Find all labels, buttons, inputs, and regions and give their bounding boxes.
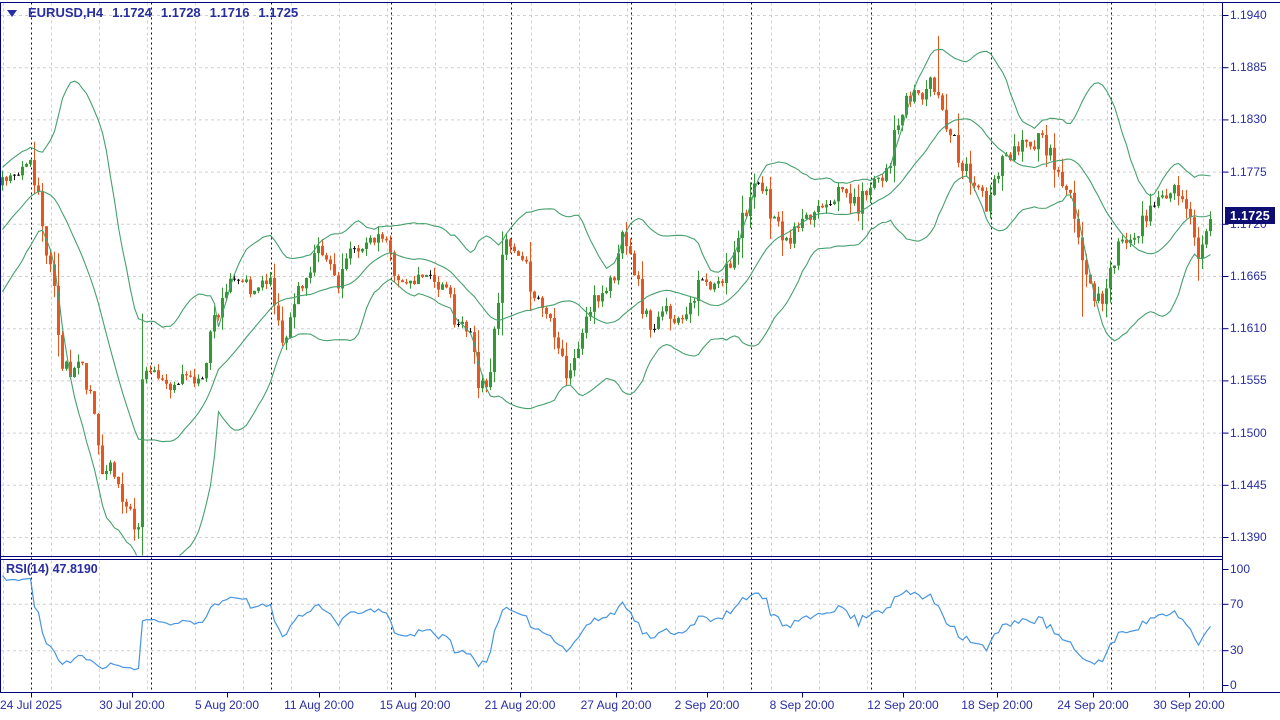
price-tick-label: 1.1885 (1230, 60, 1267, 75)
quote-header: EURUSD,H4 1.1724 1.1728 1.1716 1.1725 (7, 5, 298, 20)
price-tick-label: 1.1940 (1230, 8, 1267, 22)
indicator-label: RSI(14) 47.8190 (6, 562, 98, 576)
price-tick-label: 1.1830 (1230, 112, 1267, 127)
time-tick-label: 30 Sep 20:00 (1153, 698, 1225, 712)
time-tick-label: 18 Sep 20:00 (961, 698, 1033, 712)
time-tick-label: 8 Sep 20:00 (769, 698, 835, 712)
price-tick-label: 1.1610 (1230, 321, 1267, 336)
time-tick-label: 24 Sep 20:00 (1057, 698, 1129, 712)
rsi-tick-label: 0 (1230, 678, 1237, 692)
time-tick-label: 5 Aug 20:00 (194, 698, 260, 712)
time-tick-label: 27 Aug 20:00 (580, 698, 652, 712)
price-tick-label: 1.1390 (1230, 529, 1267, 544)
time-tick-label: 12 Sep 20:00 (867, 698, 939, 712)
quote-low: 1.1716 (209, 5, 250, 20)
indicator-name: RSI(14) (6, 562, 50, 576)
price-tick-label: 1.1555 (1230, 373, 1267, 388)
rsi-tick-label: 30 (1230, 643, 1244, 658)
indicator-value: 47.8190 (52, 562, 98, 576)
chevron-down-icon[interactable] (7, 10, 17, 17)
current-price-value: 1.1725 (1229, 208, 1271, 223)
time-tick-label: 11 Aug 20:00 (284, 698, 354, 712)
time-tick-label: 15 Aug 20:00 (379, 698, 451, 712)
quote-high: 1.1728 (160, 5, 201, 20)
time-tick-label: 21 Aug 20:00 (484, 698, 556, 712)
symbol-period-label: EURUSD,H4 (28, 5, 104, 20)
quote-close: 1.1725 (258, 5, 299, 20)
price-tick-label: 1.1500 (1230, 425, 1267, 440)
current-price-badge: 1.1725 (1225, 207, 1275, 224)
time-tick-label: 2 Sep 20:00 (674, 698, 740, 712)
price-tick-label: 1.1665 (1230, 268, 1267, 283)
price-tick-label: 1.1445 (1230, 477, 1267, 492)
time-tick-label: 24 Jul 2025 (0, 698, 63, 712)
time-tick-label: 30 Jul 20:00 (99, 698, 165, 712)
rsi-tick-label: 70 (1230, 596, 1244, 611)
quote-open: 1.1724 (112, 5, 152, 20)
rsi-tick-label: 100 (1230, 562, 1251, 576)
price-tick-label: 1.1775 (1230, 164, 1267, 179)
